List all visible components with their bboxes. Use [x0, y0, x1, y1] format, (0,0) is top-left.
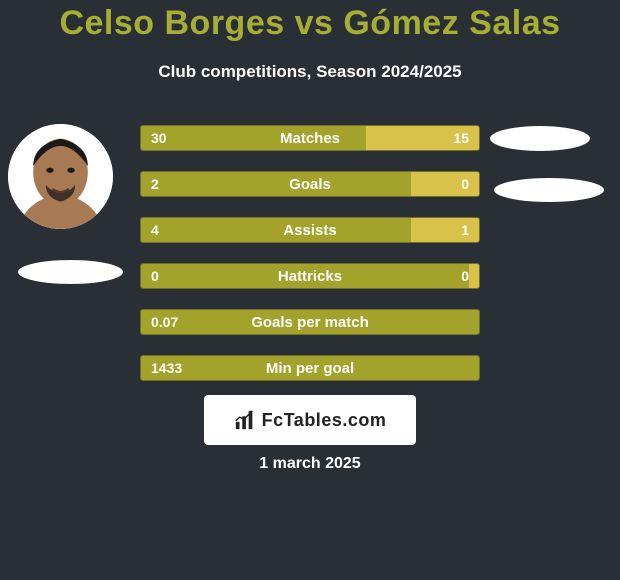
card-subtitle: Club competitions, Season 2024/2025 [0, 62, 620, 82]
stat-value-left: 0 [141, 264, 169, 288]
branding-badge: FcTables.com [204, 395, 416, 445]
player-right-name-pill [494, 178, 604, 202]
stat-value-right: 0 [451, 172, 479, 196]
stat-value-left: 1433 [141, 356, 192, 380]
chart-bars-icon [234, 409, 256, 431]
stat-row: Goals2 0 [140, 171, 480, 197]
stat-row: Goals per match0.07 [140, 309, 480, 335]
player-right-avatar-pill [490, 126, 590, 151]
avatar-face-icon [8, 124, 113, 229]
stat-value-right: 1 [451, 218, 479, 242]
stat-row: Assists4 1 [140, 217, 480, 243]
stat-value-left: 4 [141, 218, 169, 242]
stat-row: Hattricks0 0 [140, 263, 480, 289]
comparison-card: Celso Borges vs Gómez Salas Club competi… [0, 0, 620, 580]
stat-value-right: 0 [451, 264, 479, 288]
stat-label: Goals [141, 172, 479, 196]
stat-value-left: 2 [141, 172, 169, 196]
stat-label: Matches [141, 126, 479, 150]
branding-text: FcTables.com [262, 410, 387, 431]
stat-row: Matches30 15 [140, 125, 480, 151]
card-date: 1 march 2025 [0, 455, 620, 473]
player-left-avatar [8, 124, 113, 229]
stat-label: Goals per match [141, 310, 479, 334]
stat-value-left: 30 [141, 126, 177, 150]
stat-row: Min per goal1433 [140, 355, 480, 381]
stat-rows: Matches3015Goals20Assists41Hattricks00Go… [140, 125, 480, 401]
stat-value-left: 0.07 [141, 310, 188, 334]
player-left-name-pill [18, 260, 123, 284]
card-title: Celso Borges vs Gómez Salas [0, 4, 620, 43]
stat-label: Assists [141, 218, 479, 242]
stat-value-right: 15 [443, 126, 479, 150]
stat-label: Hattricks [141, 264, 479, 288]
